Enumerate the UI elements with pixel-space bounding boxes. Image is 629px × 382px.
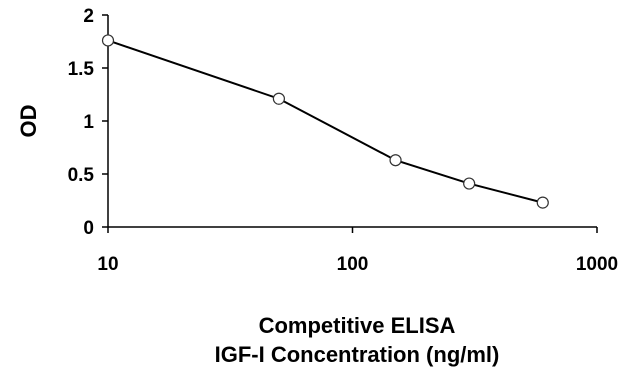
- data-point: [536, 196, 549, 209]
- x-tick-label: 10: [97, 254, 118, 275]
- series: [101, 34, 549, 209]
- x-axis-title-line-2: IGF-I Concentration (ng/ml): [215, 342, 500, 367]
- y-tick-label: 2: [83, 6, 94, 27]
- x-axis-title-line-1: Competitive ELISA: [259, 313, 456, 338]
- tick-labels: 0 0.5 1 1.5 2 10 100 1000: [68, 6, 619, 275]
- axes: [107, 15, 597, 228]
- data-point: [101, 34, 115, 47]
- x-tick-label: 1000: [576, 254, 618, 275]
- y-axis-title: OD: [16, 105, 41, 138]
- y-tick-label: 1.5: [68, 59, 95, 80]
- x-tick-label: 100: [337, 254, 369, 275]
- y-tick-label: 1: [83, 112, 94, 133]
- tick-marks: [102, 14, 598, 233]
- data-point: [463, 177, 476, 190]
- y-tick-label: 0: [83, 218, 94, 239]
- data-point: [389, 154, 402, 167]
- data-point: [272, 92, 285, 105]
- y-tick-label: 0.5: [68, 165, 95, 186]
- series-line: [107, 39, 544, 204]
